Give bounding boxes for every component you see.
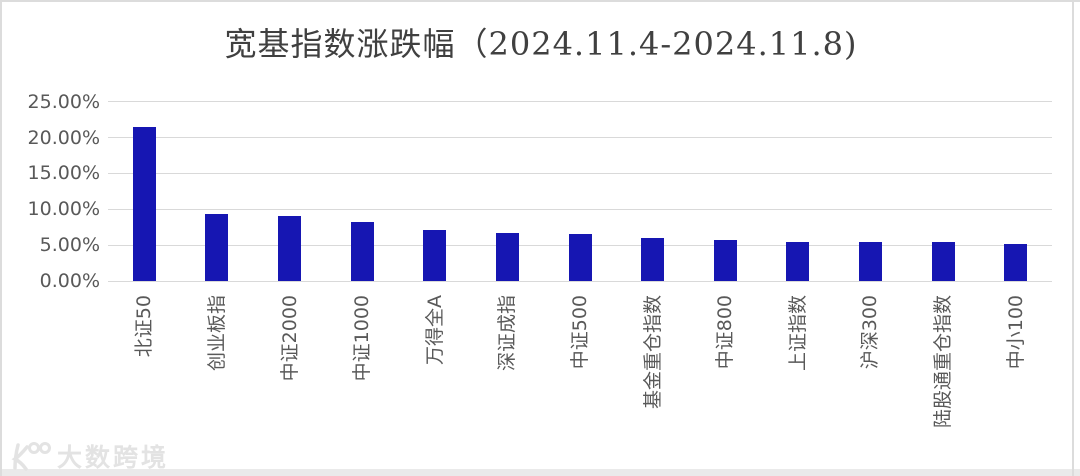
bottom-edge-strip <box>2 469 1080 476</box>
bar-中小100 <box>1004 243 1028 281</box>
y-axis-tick-label: 5.00% <box>39 234 100 257</box>
x-axis-category-label: 北证50 <box>133 295 156 358</box>
x-axis-category-label: 基金重仓指数 <box>641 295 664 410</box>
y-axis-tick-label: 0.00% <box>39 270 100 292</box>
y-axis-tick-label: 15.00% <box>27 162 100 185</box>
x-axis-category-label: 上证指数 <box>786 295 809 372</box>
watermark: 大数跨境 <box>10 438 169 474</box>
bar-北证50 <box>132 126 156 281</box>
y-axis-tick-label: 20.00% <box>27 126 100 149</box>
bar-沪深300 <box>858 241 882 281</box>
bar-中证2000 <box>278 216 302 281</box>
x-axis-category-label: 陆股通重仓指数 <box>932 295 955 429</box>
x-axis-category-label: 深证成指 <box>496 295 519 372</box>
x-axis-category-label: 中证2000 <box>278 295 301 382</box>
y-axis-tick-label: 25.00% <box>27 90 100 113</box>
chart-title: 宽基指数涨跌幅（2024.11.4-2024.11.8) <box>224 25 858 63</box>
bar-陆股通重仓指数 <box>931 241 955 281</box>
bar-基金重仓指数 <box>641 237 665 281</box>
gridline-25pct <box>108 101 1052 103</box>
bar-中证1000 <box>350 222 374 281</box>
x-axis-category-label: 中小100 <box>1004 295 1027 370</box>
gridline-20pct <box>108 137 1052 139</box>
x-axis-category-label: 中证1000 <box>351 295 374 382</box>
x-axis-category-label: 创业板指 <box>205 295 228 372</box>
bar-中证500 <box>568 233 592 281</box>
right-edge-line <box>1072 2 1074 476</box>
y-axis-tick-label: 10.00% <box>27 198 100 221</box>
gridline-10pct <box>108 208 1052 210</box>
gridline-0pct <box>108 280 1052 282</box>
bar-深证成指 <box>495 232 519 281</box>
gridline-15pct <box>108 172 1052 174</box>
bar-中证800 <box>713 240 737 281</box>
bar-上证指数 <box>786 241 810 281</box>
watermark-text: 大数跨境 <box>57 443 170 472</box>
bar-万得全A <box>423 230 447 281</box>
k100-logo-icon <box>11 442 51 471</box>
x-axis-category-label: 中证800 <box>714 295 737 370</box>
x-axis-category-label: 万得全A <box>423 295 446 365</box>
x-axis-category-label: 沪深300 <box>859 295 882 370</box>
x-axis-category-label: 中证500 <box>569 295 591 370</box>
bar-创业板指 <box>205 214 229 281</box>
